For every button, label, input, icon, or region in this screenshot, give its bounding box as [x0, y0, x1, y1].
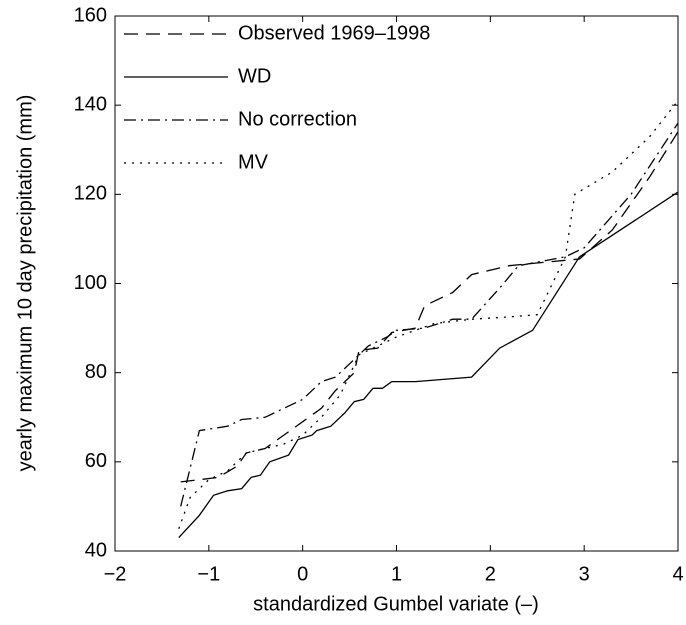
- legend-label: WD: [238, 65, 271, 87]
- legend-label: Observed 1969–1998: [238, 22, 430, 44]
- x-tick-label: 3: [579, 563, 590, 585]
- x-tick-label: 0: [297, 563, 308, 585]
- y-tick-label: 80: [85, 361, 107, 383]
- x-tick-label: 4: [672, 563, 683, 585]
- x-tick-label: 1: [391, 563, 402, 585]
- x-axis-label: standardized Gumbel variate (–): [253, 593, 539, 615]
- y-tick-label: 100: [74, 272, 107, 294]
- series-line: [180, 122, 679, 507]
- x-tick-label: −2: [104, 563, 127, 585]
- series-line: [178, 191, 679, 539]
- series-line: [178, 100, 679, 529]
- plot-frame: [114, 15, 679, 552]
- x-tick-label: −1: [197, 563, 220, 585]
- y-tick-label: 60: [85, 450, 107, 472]
- y-tick-label: 120: [74, 183, 107, 205]
- y-axis-label: yearly maximum 10 day precipitation (mm): [14, 95, 36, 472]
- y-tick-label: 140: [74, 93, 107, 115]
- series-line: [180, 131, 679, 483]
- y-tick-label: 160: [74, 4, 107, 26]
- x-tick-label: 2: [485, 563, 496, 585]
- legend-label: MV: [238, 151, 269, 173]
- legend-label: No correction: [238, 108, 357, 130]
- y-tick-label: 40: [85, 539, 107, 561]
